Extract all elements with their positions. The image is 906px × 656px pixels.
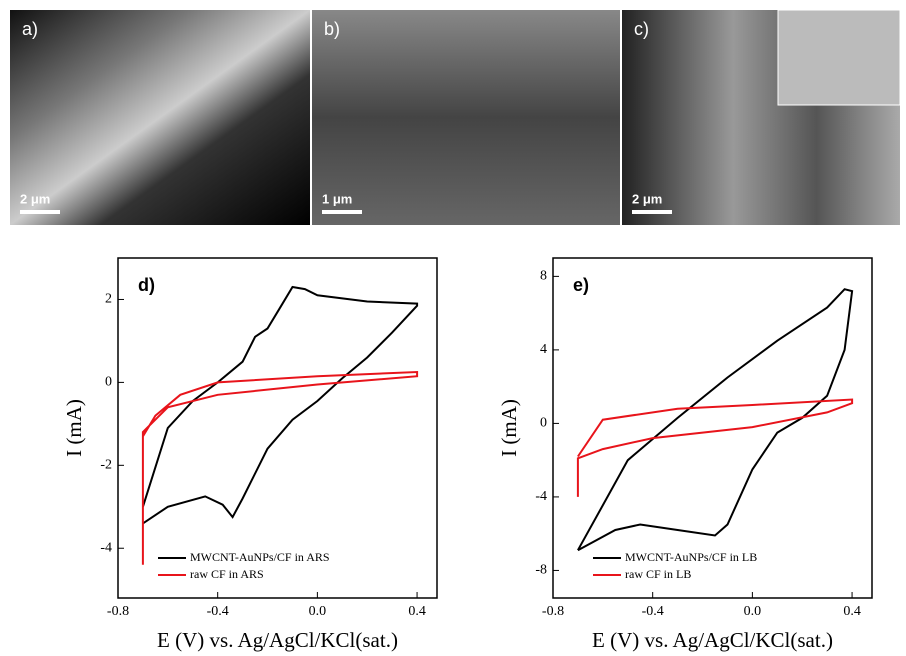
x-tick-label: 0.4	[843, 604, 861, 619]
panel-label: c)	[634, 19, 649, 39]
y-axis-label: I (mA)	[62, 399, 86, 457]
legend-label: raw CF in ARS	[190, 567, 264, 581]
scale-label: 2 μm	[20, 191, 50, 206]
x-axis-label: E (V) vs. Ag/AgCl/KCl(sat.)	[592, 628, 833, 652]
x-tick-label: 0.0	[309, 604, 327, 619]
y-tick-label: 0	[540, 416, 547, 431]
scale-label: 2 μm	[632, 191, 662, 206]
sem-image-a	[10, 10, 310, 225]
y-tick-label: -2	[100, 458, 112, 473]
x-axis-label: E (V) vs. Ag/AgCl/KCl(sat.)	[157, 628, 398, 652]
y-tick-label: 4	[540, 342, 547, 357]
y-tick-label: -8	[535, 563, 547, 578]
scale-bar	[322, 210, 362, 214]
scale-bar	[20, 210, 60, 214]
x-tick-label: -0.4	[642, 604, 664, 619]
x-tick-label: 0.4	[408, 604, 426, 619]
legend-label: raw CF in LB	[625, 567, 691, 581]
cv-curve	[576, 398, 854, 497]
inset-image	[777, 9, 901, 106]
x-tick-label: 0.0	[744, 604, 762, 619]
y-axis-label: I (mA)	[497, 399, 521, 457]
scale-bar	[632, 210, 672, 214]
x-tick-label: -0.4	[207, 604, 229, 619]
y-tick-label: -4	[535, 489, 547, 504]
y-tick-label: 8	[540, 269, 547, 284]
plot-frame	[117, 257, 438, 599]
plot-frame	[552, 257, 873, 599]
x-tick-label: -0.8	[107, 604, 129, 619]
cv-curve	[577, 288, 854, 552]
legend-label: MWCNT-AuNPs/CF in LB	[625, 550, 757, 564]
x-tick-label: -0.8	[542, 604, 564, 619]
y-tick-label: 0	[105, 375, 112, 390]
cv-curve	[141, 370, 419, 565]
y-tick-label: -4	[100, 540, 112, 555]
scale-label: 1 μm	[322, 191, 352, 206]
y-tick-label: 2	[105, 292, 112, 307]
panel-annotation: d)	[138, 275, 155, 295]
panel-annotation: e)	[573, 275, 589, 295]
sem-image-b	[312, 10, 620, 225]
legend-label: MWCNT-AuNPs/CF in ARS	[190, 550, 330, 564]
panel-label: b)	[324, 19, 340, 39]
cv-curve	[141, 285, 419, 525]
panel-label: a)	[22, 19, 38, 39]
